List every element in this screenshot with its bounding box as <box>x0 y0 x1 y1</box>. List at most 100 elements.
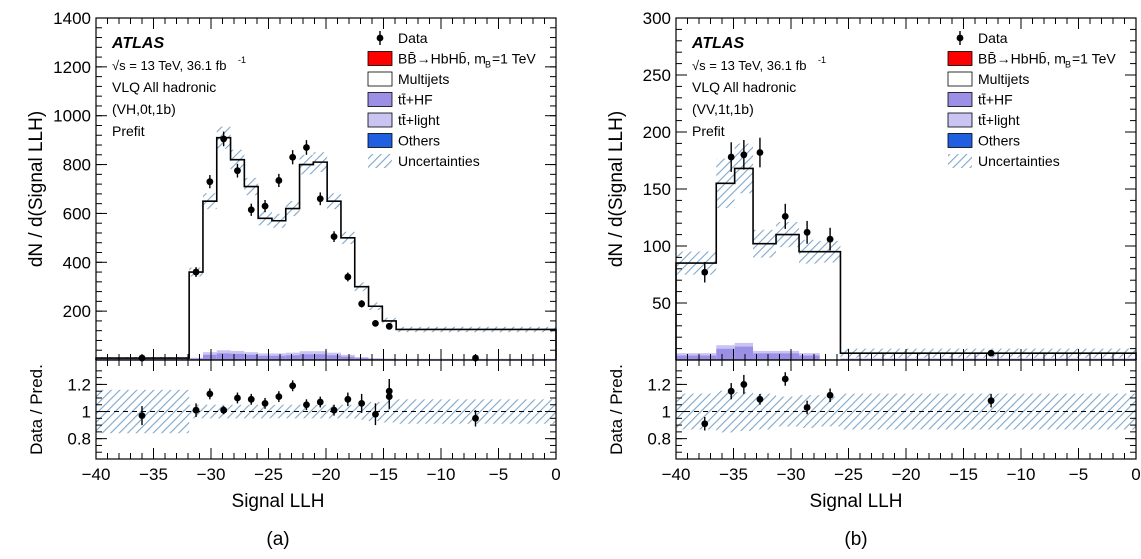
panel-b: 50100150200250300−40−35−30−25−20−15−10−5… <box>606 9 1141 550</box>
legend-swatch-multijets <box>948 72 972 86</box>
data-point <box>317 195 324 202</box>
y-tick-label: 150 <box>643 180 671 199</box>
legend-label-multijets: Multijets <box>398 71 449 87</box>
legend-label-unc: Uncertainties <box>978 153 1060 169</box>
ratio-y-tick-label: 0.8 <box>647 430 671 449</box>
category-label: (VH,0t,1b) <box>112 101 176 117</box>
x-axis-title: Signal LLH <box>232 491 325 512</box>
ratio-point <box>472 415 479 422</box>
x-tick-label: −15 <box>369 465 398 484</box>
data-point <box>988 350 995 357</box>
legend-label-signal-tail: =1 TeV <box>492 51 536 67</box>
ratio-point <box>248 396 255 403</box>
legend-swatch-signal <box>368 52 392 66</box>
legend-label-others: Others <box>978 133 1020 149</box>
ttlight-bin <box>776 351 799 353</box>
data-point <box>358 300 365 307</box>
uncertainty-band <box>676 144 1136 358</box>
ttlight-bin <box>244 352 258 354</box>
x-tick-label: −35 <box>719 465 748 484</box>
y-tick-label: 800 <box>63 156 91 175</box>
ratio-point <box>234 395 241 402</box>
legend-swatch-ttlight <box>368 113 392 127</box>
legend-label-others: Others <box>398 133 440 149</box>
energy-sup: -1 <box>238 55 246 65</box>
data-point <box>804 229 811 236</box>
legend-label-signal-tail: =1 TeV <box>1072 51 1116 67</box>
data-point <box>740 151 747 158</box>
ratio-point <box>344 396 351 403</box>
tthf-bin <box>203 355 217 360</box>
legend-label-data: Data <box>398 30 428 46</box>
data-point <box>289 154 296 161</box>
tthf-bin <box>231 354 245 360</box>
legend-swatch-unc <box>368 154 392 168</box>
ratio-y-tick-label: 0.8 <box>67 430 91 449</box>
legend-swatch-others <box>948 134 972 148</box>
ttlight-bin <box>300 351 314 354</box>
data-point <box>248 206 255 213</box>
data-point <box>782 213 789 220</box>
ratio-point <box>372 411 379 418</box>
x-tick-label: 0 <box>1131 465 1140 484</box>
legend-label-ttlight: tt̄+light <box>398 112 440 128</box>
ratio-y-tick-label: 1 <box>82 403 91 422</box>
ratio-point <box>728 388 735 395</box>
x-tick-label: −25 <box>254 465 283 484</box>
y-tick-label: 600 <box>63 204 91 223</box>
legend-swatch-tthf <box>368 93 392 107</box>
x-tick-label: −40 <box>662 465 691 484</box>
panel-a: 200400600800100012001400−40−35−30−25−20−… <box>26 9 561 550</box>
legend-label-ttlight: tt̄+light <box>978 112 1020 128</box>
x-axis-title: Signal LLH <box>810 491 903 512</box>
y-tick-label: 100 <box>643 237 671 256</box>
region-label: VLQ All hadronic <box>112 79 216 95</box>
legend-label-tthf: tt̄+HF <box>978 92 1013 108</box>
legend-swatch-tthf <box>948 93 972 107</box>
data-point <box>757 149 764 156</box>
ttlight-bin <box>203 352 217 354</box>
data-point <box>372 320 379 327</box>
tthf-bin <box>313 354 327 360</box>
ttlight-bin <box>286 353 300 355</box>
ratio-point <box>220 407 227 414</box>
tthf-bin <box>244 355 258 360</box>
ratio-point <box>827 392 834 399</box>
energy-sup: -1 <box>818 55 826 65</box>
multijets-step-line <box>676 168 1136 360</box>
tthf-bin <box>217 353 231 360</box>
x-tick-label: −30 <box>777 465 806 484</box>
ttlight-bin <box>272 353 286 355</box>
tthf-bin <box>300 354 314 360</box>
x-tick-label: −10 <box>427 465 456 484</box>
ratio-point <box>804 404 811 411</box>
legend-swatch-signal <box>948 52 972 66</box>
data-point <box>331 233 338 240</box>
ratio-point <box>193 407 200 414</box>
legend-swatch-multijets <box>368 72 392 86</box>
y-tick-label: 50 <box>652 294 671 313</box>
ratio-y-axis-title: Data / Pred. <box>27 364 46 455</box>
ratio-point <box>358 400 365 407</box>
ttlight-bin <box>189 358 203 359</box>
data-point <box>303 144 310 151</box>
category-label: (VV,1t,1b) <box>692 101 754 117</box>
ttlight-bin <box>327 353 341 355</box>
data-point <box>193 269 200 276</box>
data-point <box>386 323 393 330</box>
tthf-bin <box>716 349 734 360</box>
ratio-point <box>386 393 393 400</box>
x-tick-label: −5 <box>489 465 508 484</box>
ratio-panel: 0.811.2 <box>647 360 1136 459</box>
y-axis-title: dN / d(Signal LLH) <box>606 111 627 267</box>
ratio-y-tick-label: 1.2 <box>67 375 91 394</box>
legend-swatch-unc <box>948 154 972 168</box>
ratio-y-tick-label: 1 <box>662 403 671 422</box>
tthf-bin <box>272 356 286 360</box>
ratio-point <box>206 391 213 398</box>
ttlight-bin <box>735 343 753 346</box>
legend-label-multijets: Multijets <box>978 71 1029 87</box>
y-tick-label: 1200 <box>53 58 91 77</box>
